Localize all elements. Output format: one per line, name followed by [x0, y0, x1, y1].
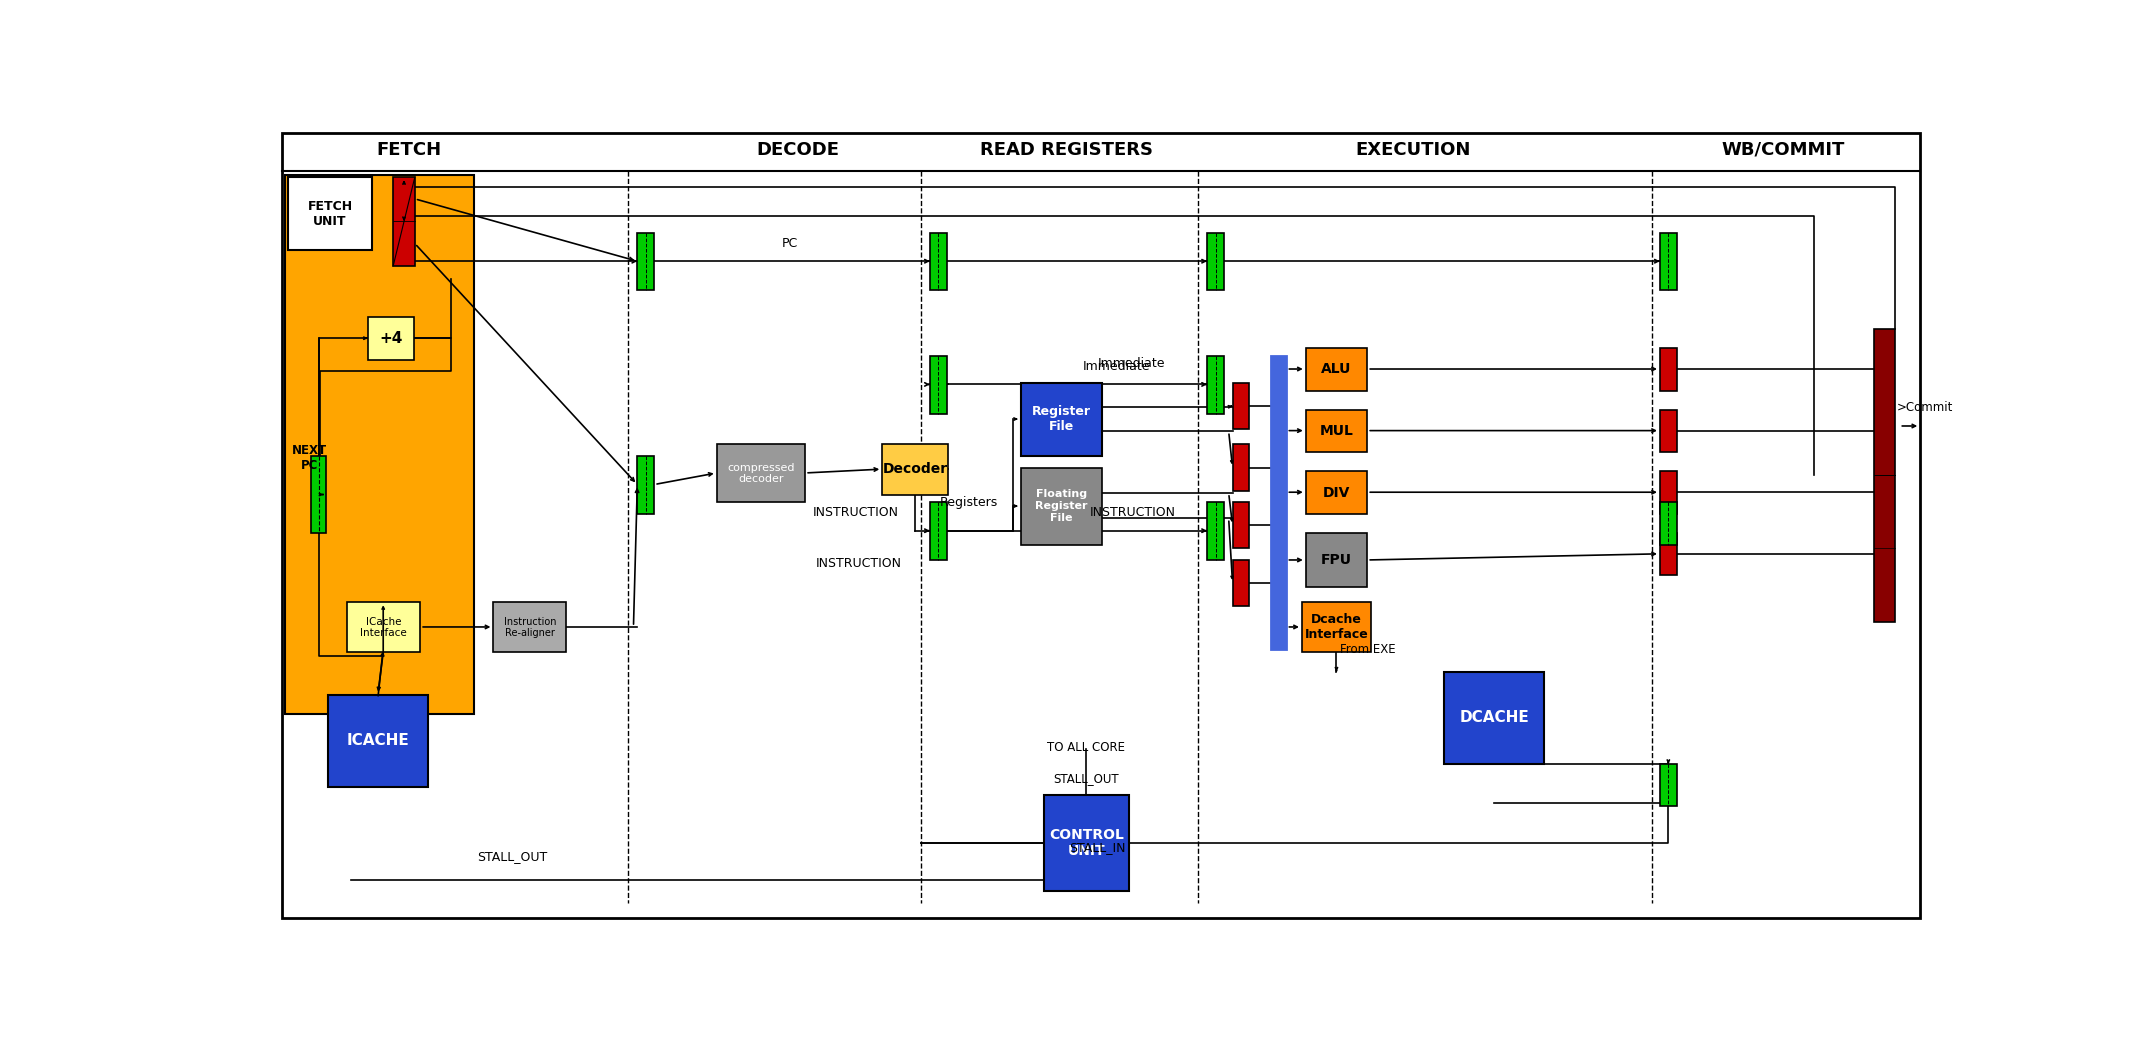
- Bar: [1272, 356, 1287, 649]
- Bar: [311, 456, 326, 533]
- Text: DECODE: DECODE: [756, 141, 840, 158]
- Text: Decoder: Decoder: [883, 462, 947, 477]
- Bar: [638, 456, 655, 514]
- Text: INSTRUCTION: INSTRUCTION: [1089, 506, 1177, 519]
- Bar: [1207, 356, 1224, 413]
- Bar: [930, 502, 947, 560]
- Bar: [717, 445, 806, 502]
- Text: FPU: FPU: [1321, 553, 1351, 567]
- Text: PC: PC: [782, 236, 799, 250]
- Text: From EXE: From EXE: [1340, 643, 1396, 656]
- Bar: [1660, 349, 1678, 390]
- Text: Instruction
Re-aligner: Instruction Re-aligner: [503, 616, 556, 638]
- Text: WB/COMMIT: WB/COMMIT: [1721, 141, 1845, 158]
- Bar: [930, 233, 947, 290]
- Text: CONTROL
UNIT: CONTROL UNIT: [1048, 828, 1123, 858]
- Text: +4: +4: [380, 331, 402, 346]
- Text: FETCH: FETCH: [376, 141, 440, 158]
- Bar: [348, 603, 421, 653]
- Bar: [1207, 502, 1224, 560]
- Bar: [1660, 764, 1678, 807]
- Text: MUL: MUL: [1319, 424, 1353, 438]
- Text: ALU: ALU: [1321, 362, 1351, 377]
- Bar: [494, 603, 567, 653]
- Text: TO ALL CORE: TO ALL CORE: [1048, 741, 1126, 754]
- Bar: [329, 694, 427, 787]
- Bar: [1233, 383, 1250, 429]
- Bar: [393, 177, 415, 265]
- Text: compressed
decoder: compressed decoder: [728, 462, 795, 484]
- Bar: [1233, 445, 1250, 490]
- Text: Registers: Registers: [939, 496, 997, 509]
- Text: INSTRUCTION: INSTRUCTION: [816, 557, 902, 570]
- Bar: [1306, 472, 1368, 514]
- Bar: [286, 175, 475, 714]
- Text: Floating
Register
File: Floating Register File: [1035, 489, 1087, 523]
- Bar: [1443, 671, 1544, 764]
- Bar: [1020, 383, 1102, 456]
- Bar: [1207, 233, 1224, 290]
- Text: STALL_OUT: STALL_OUT: [1053, 771, 1119, 785]
- Bar: [1660, 533, 1678, 576]
- Text: READ REGISTERS: READ REGISTERS: [979, 141, 1153, 158]
- Text: DIV: DIV: [1323, 485, 1351, 500]
- Text: STALL_OUT: STALL_OUT: [477, 849, 548, 863]
- Bar: [1873, 329, 1895, 621]
- Bar: [638, 233, 655, 290]
- Bar: [1306, 349, 1368, 390]
- Bar: [1302, 603, 1370, 653]
- Bar: [288, 177, 372, 251]
- Bar: [1233, 502, 1250, 549]
- Text: Immediate: Immediate: [1083, 360, 1149, 373]
- Bar: [930, 356, 947, 413]
- Text: Dcache
Interface: Dcache Interface: [1304, 613, 1368, 641]
- Bar: [1306, 410, 1368, 452]
- Bar: [1233, 560, 1250, 606]
- Text: NEXT
PC: NEXT PC: [292, 445, 326, 473]
- Text: DCACHE: DCACHE: [1458, 710, 1529, 726]
- Text: Immediate: Immediate: [1098, 357, 1164, 371]
- Bar: [1660, 472, 1678, 514]
- Text: ICache
Interface: ICache Interface: [361, 616, 406, 638]
- Bar: [1660, 233, 1678, 290]
- Text: Register
File: Register File: [1031, 405, 1091, 433]
- Bar: [1306, 533, 1368, 587]
- Text: >Commit: >Commit: [1897, 402, 1953, 414]
- Text: FETCH
UNIT: FETCH UNIT: [307, 200, 352, 228]
- Bar: [1020, 467, 1102, 544]
- Bar: [1660, 410, 1678, 452]
- Bar: [1044, 795, 1128, 891]
- Text: STALL_IN: STALL_IN: [1070, 841, 1126, 854]
- Bar: [367, 318, 415, 360]
- Bar: [883, 445, 947, 494]
- Text: ICACHE: ICACHE: [346, 734, 410, 748]
- Text: INSTRUCTION: INSTRUCTION: [812, 506, 898, 519]
- Text: EXECUTION: EXECUTION: [1355, 141, 1471, 158]
- Bar: [1660, 502, 1678, 544]
